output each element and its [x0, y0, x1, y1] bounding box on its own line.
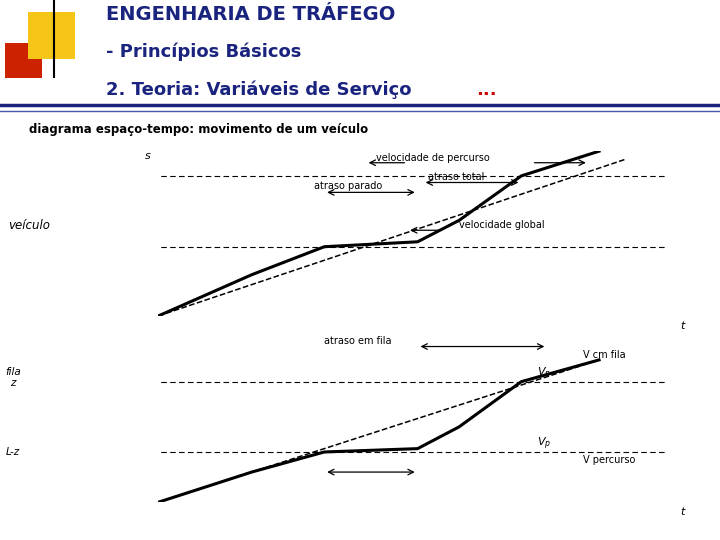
Text: atraso total: atraso total: [428, 172, 485, 182]
Text: 2. Teoria: Variáveis de Serviço: 2. Teoria: Variáveis de Serviço: [106, 80, 418, 99]
Text: V cm fila: V cm fila: [583, 350, 626, 360]
Text: velocidade global: velocidade global: [459, 220, 545, 231]
Text: $V_n$: $V_n$: [537, 364, 551, 379]
Text: diagrama espaço-tempo: movimento de um veículo: diagrama espaço-tempo: movimento de um v…: [29, 123, 368, 136]
Text: atraso em fila: atraso em fila: [324, 336, 392, 347]
Text: veículo: veículo: [8, 219, 50, 232]
Text: ENGENHARIA DE TRÁFEGO: ENGENHARIA DE TRÁFEGO: [106, 5, 395, 24]
Text: t: t: [680, 321, 684, 331]
Text: V percurso: V percurso: [583, 455, 636, 465]
Text: t: t: [680, 507, 684, 517]
Bar: [5, 43, 42, 78]
Text: z: z: [11, 379, 16, 388]
Text: s: s: [145, 151, 150, 161]
Text: - Princípios Básicos: - Princípios Básicos: [106, 43, 301, 61]
Text: ...: ...: [476, 80, 497, 99]
Text: velocidade de percurso: velocidade de percurso: [376, 153, 490, 163]
Text: fila: fila: [5, 367, 21, 376]
Text: atraso parado: atraso parado: [314, 181, 382, 191]
Bar: [28, 12, 75, 59]
Text: $V_p$: $V_p$: [537, 435, 551, 452]
Text: L-z: L-z: [6, 447, 20, 457]
